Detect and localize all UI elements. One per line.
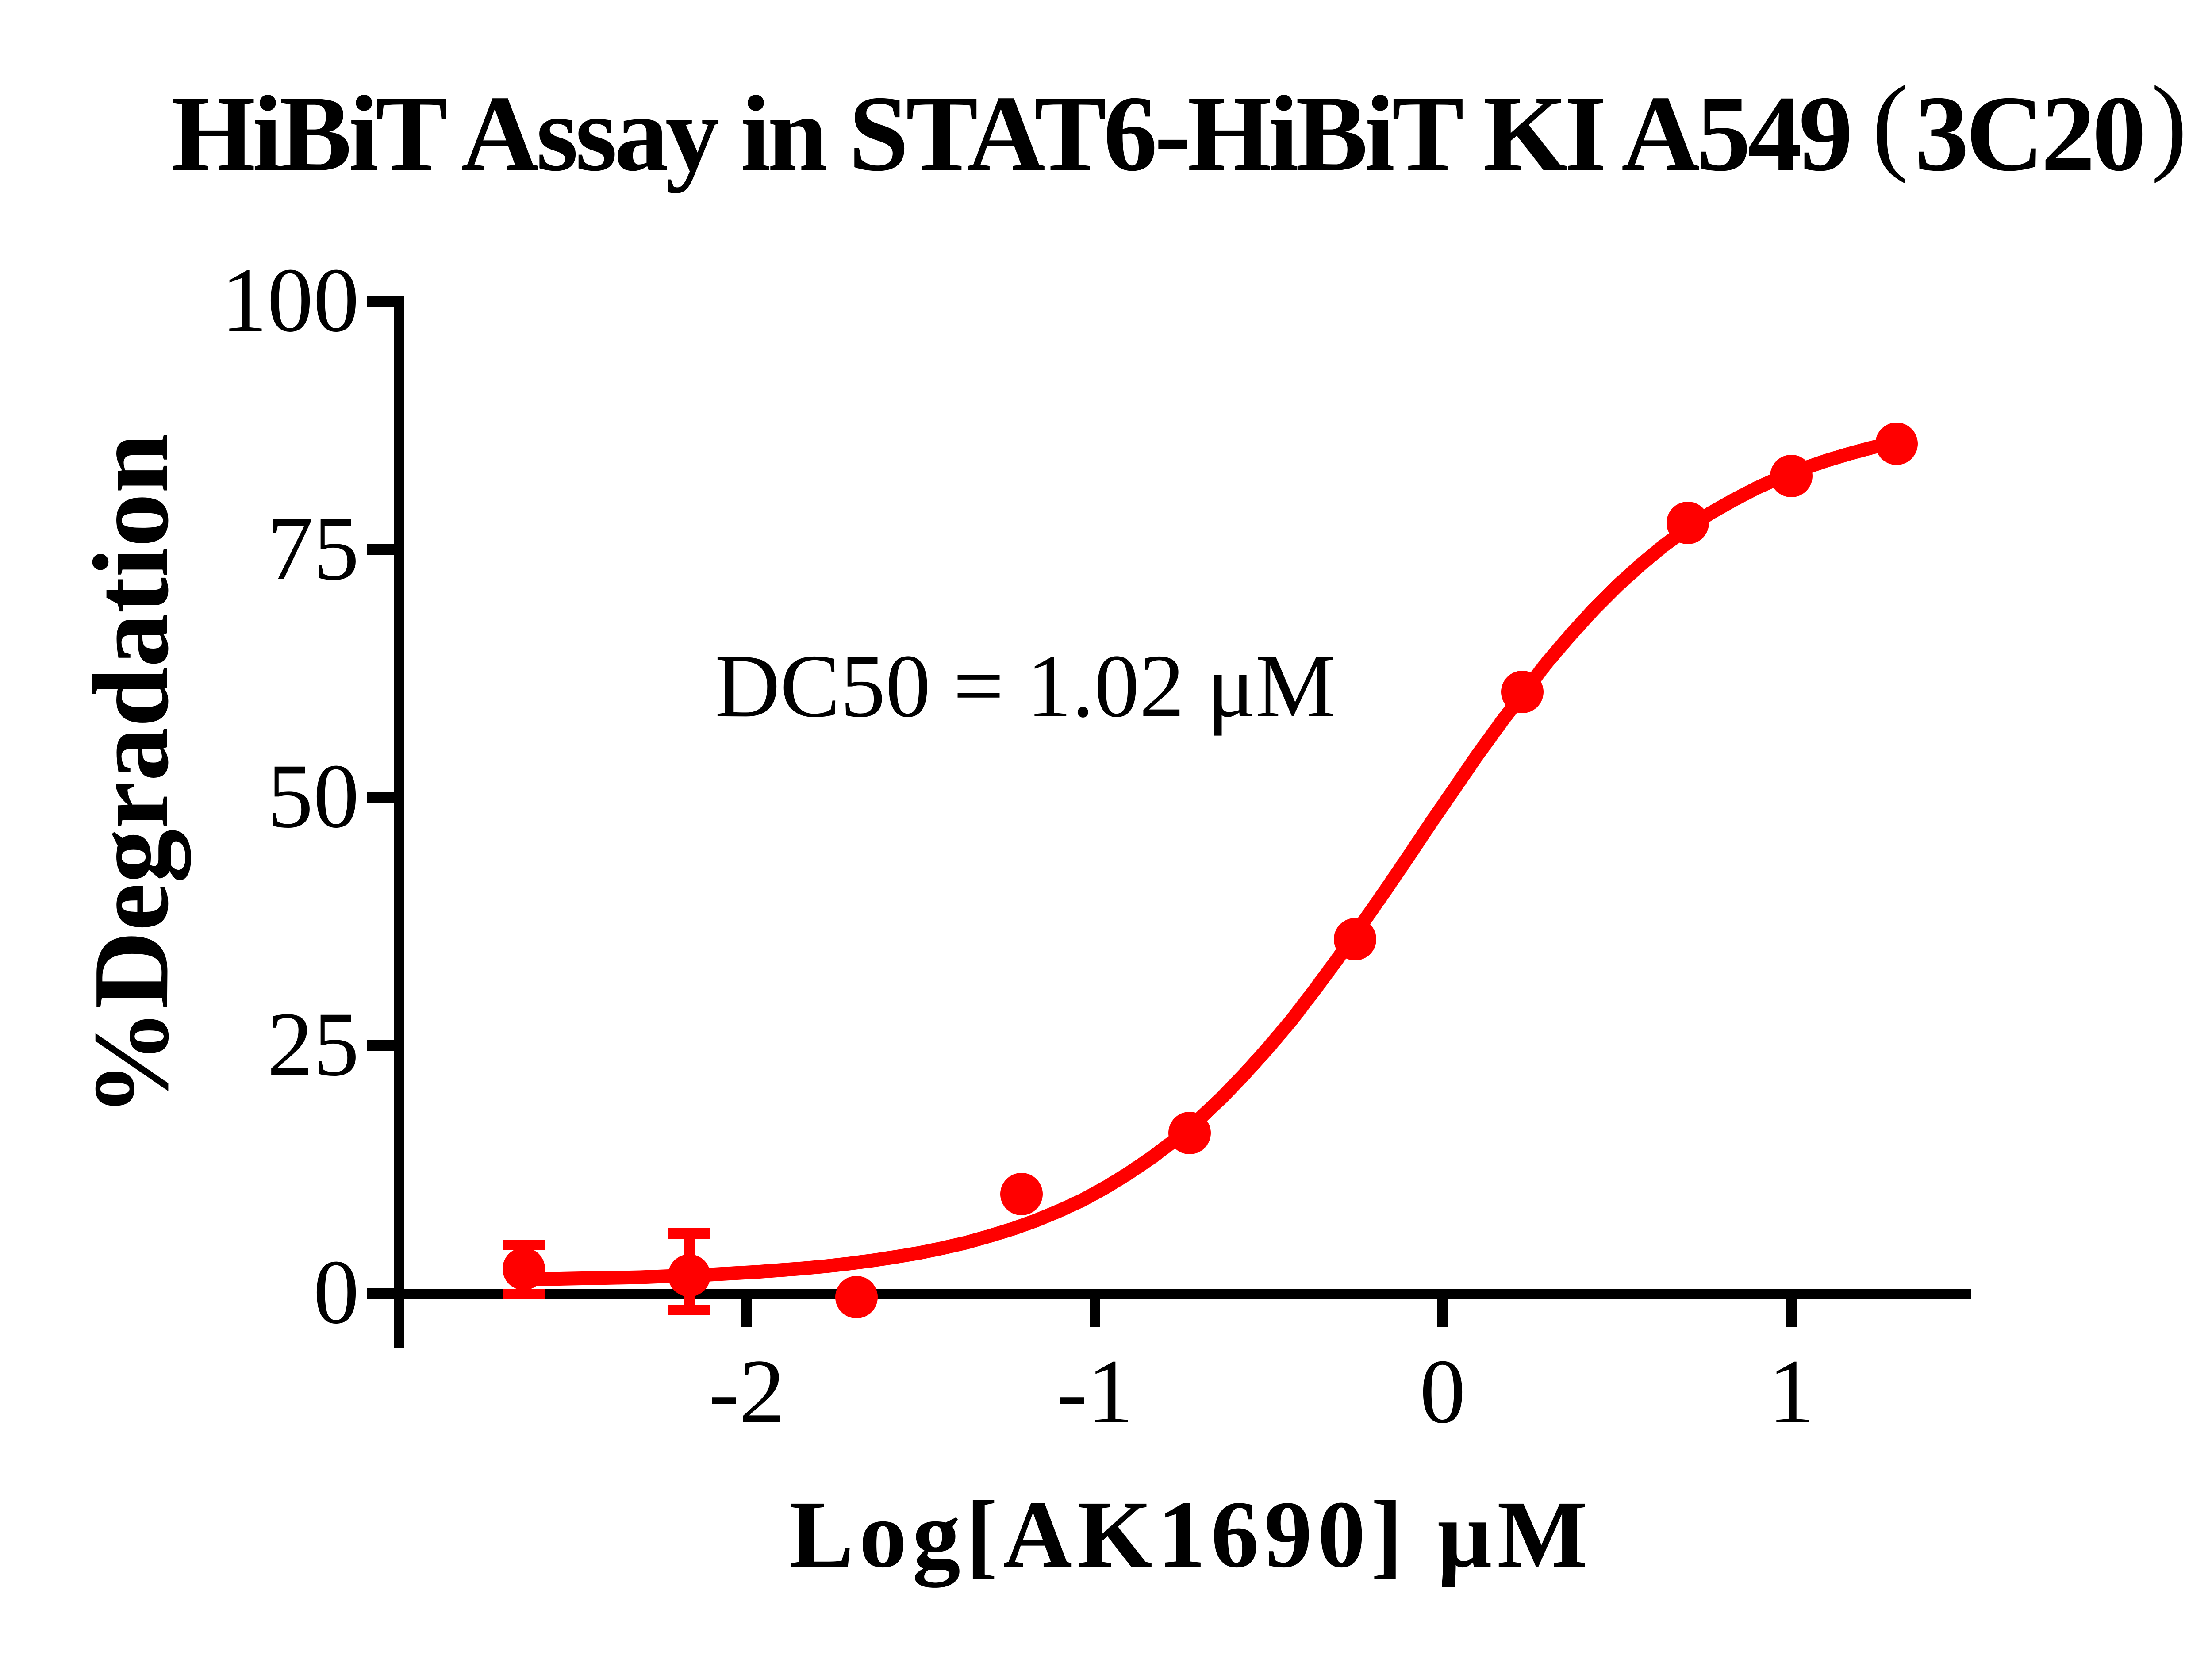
svg-text:-2: -2 (708, 1341, 785, 1442)
svg-text:%Degradation: %Degradation (71, 433, 191, 1117)
svg-text:100: 100 (221, 249, 359, 351)
svg-text:DC50 = 1.02 μM: DC50 = 1.02 μM (715, 636, 1336, 736)
svg-text:HiBiT Assay in STAT6-HiBiT KI: HiBiT Assay in STAT6-HiBiT KI A549 (3C20) (171, 64, 2184, 193)
svg-text:1: 1 (1768, 1341, 1814, 1442)
svg-text:75: 75 (267, 497, 359, 599)
svg-text:-1: -1 (1056, 1341, 1133, 1442)
svg-text:Log[AK1690] μM: Log[AK1690] μM (790, 1481, 1593, 1588)
svg-text:0: 0 (313, 1241, 359, 1343)
svg-text:25: 25 (267, 993, 359, 1095)
svg-text:50: 50 (267, 745, 359, 847)
svg-text:0: 0 (1420, 1341, 1466, 1442)
